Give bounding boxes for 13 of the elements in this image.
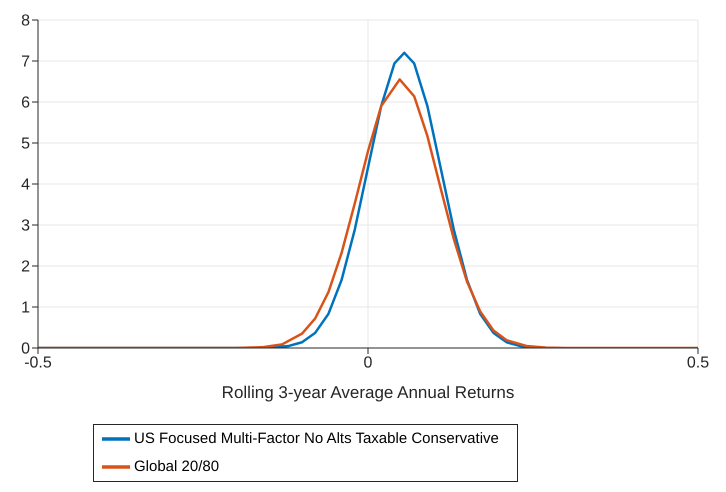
y-tick-label: 1 (21, 300, 30, 317)
legend-label: US Focused Multi-Factor No Alts Taxable Conservative (134, 430, 499, 447)
y-tick-label: 8 (21, 12, 30, 30)
x-tick-label: 0 (364, 354, 373, 372)
y-tick-label: 4 (21, 176, 30, 194)
y-tick-label: 2 (21, 258, 30, 276)
legend-label: Global 20/80 (134, 458, 220, 475)
x-axis-title: Rolling 3-year Average Annual Returns (222, 383, 514, 402)
y-tick-label: 3 (21, 218, 30, 235)
x-tick-label: 0.5 (686, 354, 710, 372)
y-tick-label: 7 (21, 54, 30, 71)
y-tick-label: 6 (21, 94, 30, 112)
y-tick-label: 5 (21, 136, 30, 153)
